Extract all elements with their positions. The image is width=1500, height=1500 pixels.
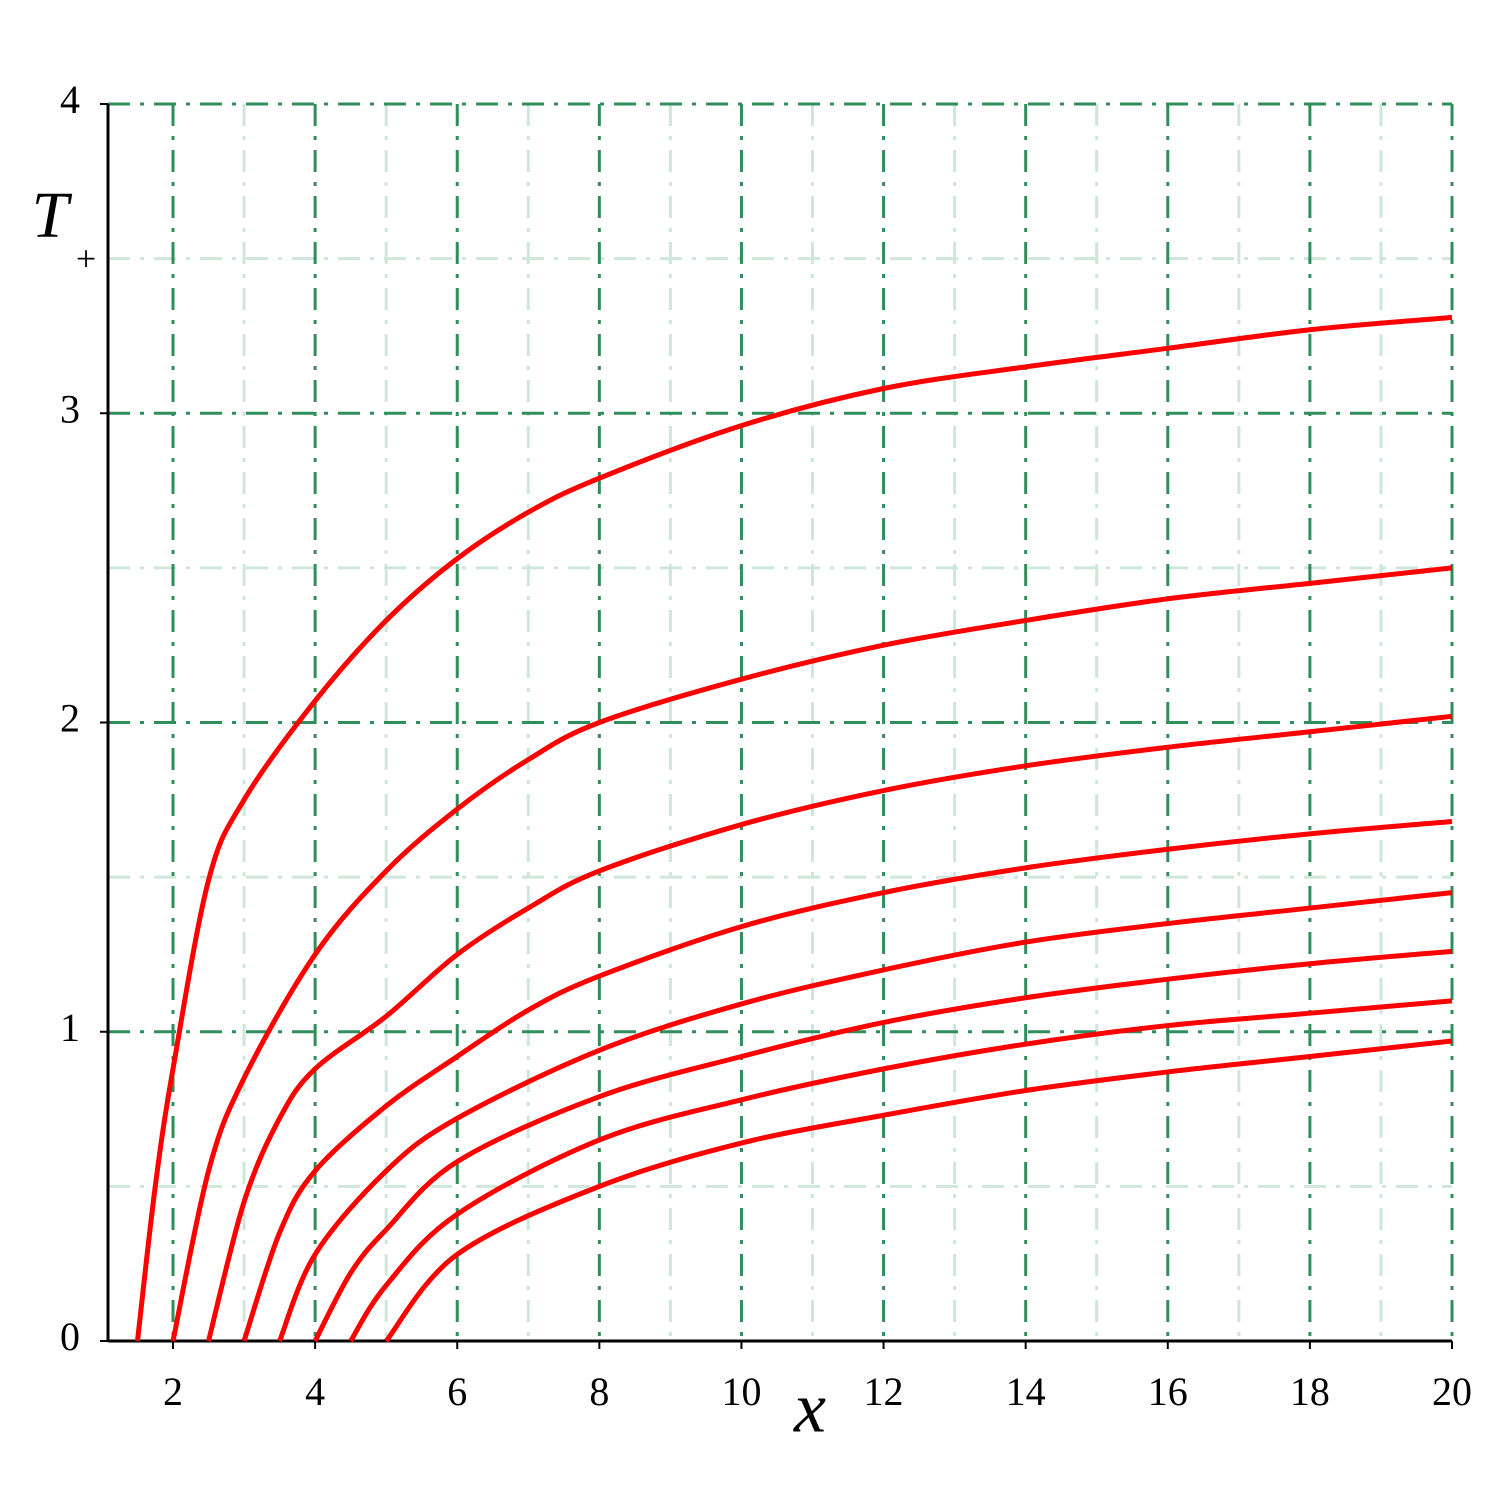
y-tick-label: 0 bbox=[60, 1314, 80, 1359]
x-tick-label: 6 bbox=[447, 1369, 467, 1414]
y-axis-label-subscript: + bbox=[76, 238, 96, 278]
x-tick-label: 12 bbox=[864, 1369, 904, 1414]
x-tick-label: 18 bbox=[1290, 1369, 1330, 1414]
x-tick-label: 4 bbox=[305, 1369, 325, 1414]
x-tick-label: 14 bbox=[1006, 1369, 1046, 1414]
curve bbox=[348, 998, 1453, 1343]
x-tick-label: 2 bbox=[163, 1369, 183, 1414]
y-tick-label: 4 bbox=[60, 77, 80, 122]
curve bbox=[384, 1038, 1453, 1343]
x-tick-label: 10 bbox=[721, 1369, 761, 1414]
curve bbox=[170, 565, 1453, 1342]
x-tick-label: 16 bbox=[1148, 1369, 1188, 1414]
curve bbox=[206, 713, 1453, 1342]
curve bbox=[135, 314, 1453, 1342]
x-tick-label: 20 bbox=[1432, 1369, 1472, 1414]
curve bbox=[312, 948, 1453, 1343]
x-tick-label: 8 bbox=[589, 1369, 609, 1414]
y-axis-label: T bbox=[32, 179, 73, 252]
y-tick-label: 3 bbox=[60, 386, 80, 431]
x-axis-label: x bbox=[793, 1368, 826, 1448]
y-tick-label: 2 bbox=[60, 696, 80, 741]
curve bbox=[277, 890, 1453, 1342]
y-tick-label: 1 bbox=[60, 1005, 80, 1050]
curve bbox=[241, 818, 1453, 1342]
